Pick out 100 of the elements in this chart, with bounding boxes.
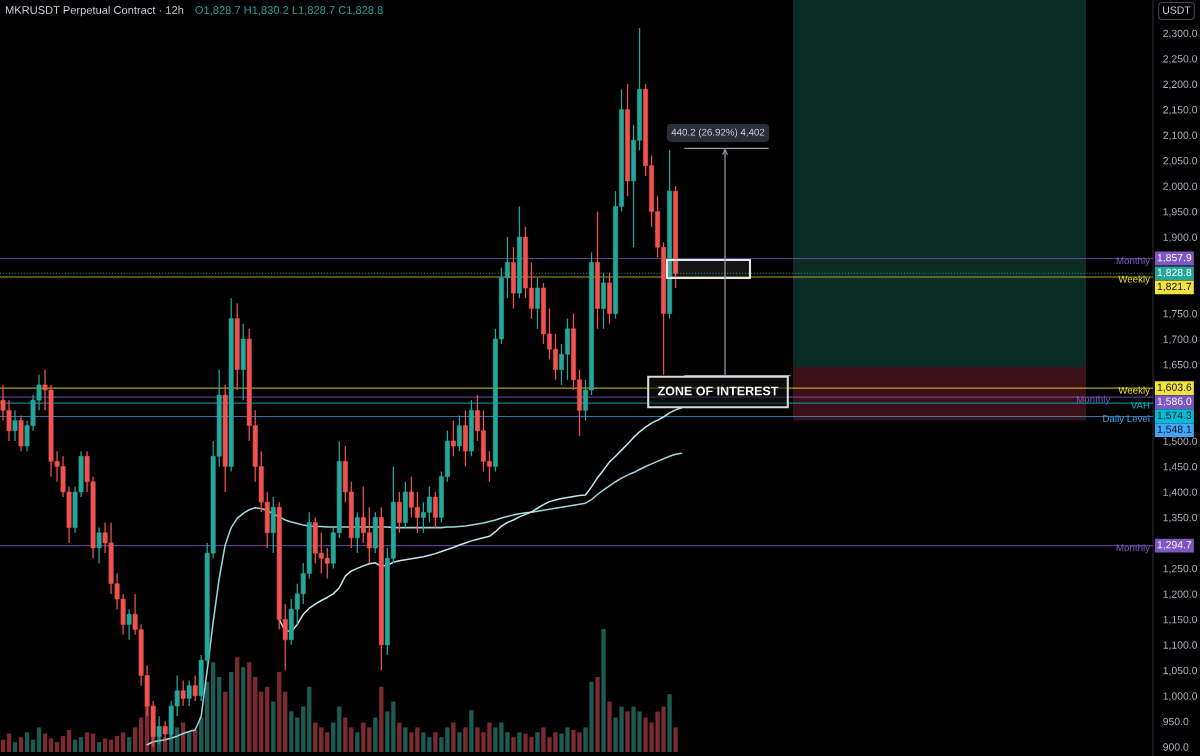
y-tick-label: 1,000.0 (1163, 692, 1198, 701)
candlestick (396, 491, 402, 534)
bar (138, 717, 144, 752)
ref-line-label: Weekly (1118, 275, 1150, 285)
annotation: ZONE OF INTEREST (657, 386, 779, 396)
annotation: O1,828.7 H1,830.2 L1,828.7 C1,828.8 (195, 6, 383, 16)
bar (301, 706, 306, 752)
bar (601, 629, 606, 752)
bar (187, 732, 192, 752)
y-tick-label: 2,150.0 (1163, 106, 1198, 115)
y-tick-label: 1,150.0 (1163, 615, 1198, 625)
bar (397, 722, 402, 752)
y-tick-label: 1,400.0 (1163, 488, 1198, 498)
bar (673, 727, 678, 752)
y-tick-label: 2,050.0 (1163, 157, 1198, 166)
candlestick (186, 679, 192, 707)
candlestick (450, 419, 456, 457)
text: 1,603.6 (1157, 383, 1192, 393)
bar (12, 742, 18, 752)
bar (319, 727, 324, 752)
y-tick-label: 1,350.0 (1163, 513, 1198, 523)
bar (385, 711, 390, 752)
bar (132, 727, 138, 752)
text: 1,828.8 (1157, 268, 1192, 278)
bar (223, 691, 228, 752)
text: 1,821.7 (1157, 282, 1192, 292)
candlestick (126, 608, 132, 641)
y-tick-label: 1,750.0 (1163, 310, 1198, 319)
ref-line-label: Monthly (1116, 256, 1150, 267)
y-tick-label: 900.0 (1163, 743, 1189, 751)
bar (108, 739, 114, 752)
bar (337, 706, 342, 752)
bar (331, 722, 336, 752)
bar (403, 727, 408, 752)
bar (283, 691, 288, 752)
y-tick-label: 1,200.0 (1163, 590, 1198, 599)
bar (607, 701, 612, 752)
chart-title: MKRUSDT Perpetual Contract · 12h (5, 5, 184, 17)
bar (205, 681, 210, 752)
bar (217, 676, 222, 752)
bar (96, 742, 102, 752)
candlestick (180, 679, 186, 707)
bar (391, 701, 396, 752)
bar (289, 711, 294, 752)
y-tick-label: 1,450.0 (1163, 462, 1198, 472)
bar (66, 729, 72, 752)
bar (307, 686, 312, 752)
bar (463, 727, 468, 752)
bar (511, 737, 516, 752)
bar (42, 733, 48, 752)
bar (469, 710, 474, 752)
bar (211, 662, 216, 752)
bar (379, 686, 384, 752)
y-tick-label: 1,950.0 (1163, 208, 1198, 217)
text: 1,548.1 (1157, 425, 1192, 435)
bar (313, 722, 318, 752)
bar (253, 676, 258, 752)
bar (265, 686, 270, 752)
bar (355, 732, 360, 752)
text: 1,574.3 (1157, 411, 1192, 421)
candlestick (192, 674, 198, 702)
text: 1,586.0 (1157, 397, 1192, 407)
bar (595, 676, 600, 752)
bar (451, 722, 456, 752)
bar (24, 732, 30, 752)
candlestick (96, 526, 102, 564)
bar (54, 742, 60, 752)
y-tick-label: 1,500.0 (1163, 437, 1198, 447)
bar (0, 739, 6, 752)
y-tick-label: 1,100.0 (1163, 641, 1198, 650)
bar (373, 717, 378, 752)
bar (343, 717, 348, 752)
bar (114, 736, 120, 752)
bar (6, 733, 12, 752)
y-tick-label: 1,650.0 (1163, 360, 1198, 370)
bar (48, 738, 54, 752)
bar (433, 732, 438, 752)
ref-line-label: VAH (1130, 401, 1150, 409)
bar (277, 672, 282, 752)
bar (78, 737, 84, 752)
bar (625, 711, 630, 752)
bar (102, 738, 108, 752)
text: 1,294.7 (1157, 541, 1192, 550)
bar (259, 691, 264, 752)
bar (72, 739, 78, 752)
candlestick (535, 277, 540, 330)
ref-line-label: Daily Level (1103, 414, 1150, 424)
bar (535, 732, 540, 752)
y-tick-label: 1,700.0 (1163, 335, 1198, 345)
bar (271, 701, 276, 752)
bar (247, 662, 252, 752)
text: 1,857.9 (1157, 253, 1192, 263)
candlestick (456, 414, 462, 452)
candlestick (354, 511, 360, 554)
bar (667, 694, 672, 752)
bar (60, 736, 66, 752)
bar (120, 732, 126, 752)
y-tick-label: 2,200.0 (1163, 80, 1198, 90)
annotation: 440.2 (26.92%) 4,402 (671, 128, 765, 138)
bar (84, 732, 90, 752)
